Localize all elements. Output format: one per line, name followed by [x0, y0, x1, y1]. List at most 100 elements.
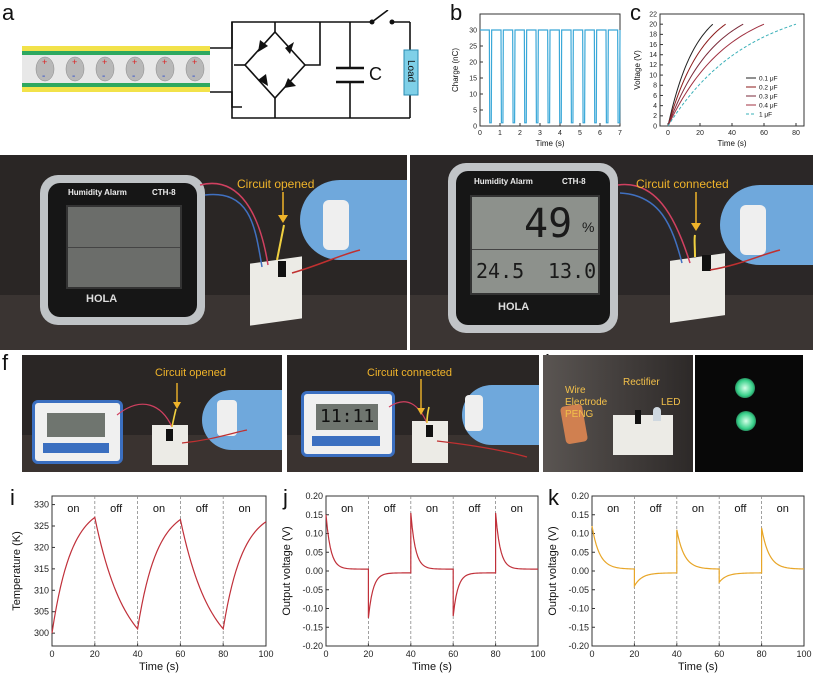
timer-readout: 11:11	[320, 406, 375, 427]
timer-lcd	[47, 413, 105, 437]
x-tick-label: 0	[589, 649, 594, 659]
svg-text:-: -	[102, 71, 105, 82]
y-tick-label: 315	[34, 564, 49, 574]
label-electrode: Electrode	[565, 397, 608, 408]
timer-device	[32, 400, 123, 464]
photo-timer-connected: 11:11 Circuit connected	[287, 355, 539, 472]
x-tick-label: 4	[558, 130, 562, 137]
y-tick-label: 0	[653, 123, 657, 130]
svg-text:-: -	[192, 71, 195, 82]
lcd-dew-point: 13.0	[548, 259, 597, 283]
timer-lcd: 11:11	[316, 404, 378, 430]
x-tick-label: 40	[406, 649, 416, 659]
x-tick-label: 40	[728, 130, 736, 137]
x-tick-label: 60	[448, 649, 458, 659]
y-tick-label: 0.05	[571, 547, 589, 557]
led-glow-top	[735, 378, 755, 398]
phase-label: on	[607, 503, 619, 515]
timer-buttons	[43, 443, 109, 453]
svg-text:+: +	[72, 57, 77, 67]
svg-text:+: +	[162, 57, 167, 67]
y-tick-label: 10	[649, 72, 657, 79]
x-tick-label: 40	[672, 649, 682, 659]
y-tick-label: 20	[469, 59, 477, 66]
timer-buttons	[312, 436, 380, 446]
alarm-device-body: 49 % 24.5 13.0 Humidity Alarm CTH-8 HOLA	[448, 163, 618, 333]
x-tick-label: 0	[666, 130, 670, 137]
x-tick-label: 60	[175, 649, 185, 659]
y-tick-label: -0.15	[302, 622, 323, 632]
svg-text:+: +	[42, 57, 47, 67]
phase-label: on	[426, 503, 438, 515]
chart-output-voltage-k: 0 20 40 60 80 100 -0.20 -0.15 -0.10 -0.05 0.00 0.05…	[547, 491, 812, 673]
svg-text:-: -	[162, 71, 165, 82]
y-tick-label: 0.00	[305, 566, 323, 576]
rectifier-component	[702, 255, 711, 271]
photo-humidity-alarm-connected: 49 % 24.5 13.0 Humidity Alarm CTH-8 HOLA…	[410, 155, 813, 350]
x-tick-label: 7	[618, 130, 622, 137]
y-tick-label: 300	[34, 628, 49, 638]
x-tick-label: 80	[792, 130, 800, 137]
gloved-hand	[720, 185, 813, 265]
y-tick-label: 2	[653, 113, 657, 120]
y-tick-label: 305	[34, 607, 49, 617]
x-axis-label: Time (s)	[678, 661, 718, 673]
peng-device	[217, 400, 237, 436]
y-tick-label: 25	[469, 43, 477, 50]
x-tick-label: 100	[258, 649, 273, 659]
temperature-series-line	[51, 516, 267, 634]
x-tick-label: 100	[530, 649, 545, 659]
plot-frame	[591, 495, 805, 647]
led-glow-bottom	[736, 411, 756, 431]
plot-frame	[51, 495, 267, 647]
x-tick-label: 80	[218, 649, 228, 659]
label-led: LED	[661, 397, 681, 408]
panel-label-i: i	[10, 485, 15, 510]
voltage-series-line	[667, 23, 726, 127]
y-tick-label: 0.00	[571, 566, 589, 576]
legend-label: 0.1 μF	[759, 76, 778, 83]
y-tick-label: 0.10	[571, 529, 589, 539]
alarm-title: Humidity Alarm	[68, 188, 127, 197]
y-tick-label: 15	[469, 75, 477, 82]
photo-timer-open: Circuit opened	[22, 355, 282, 472]
caption-circuit-connected: Circuit connected	[367, 367, 452, 379]
voltage-series-line	[667, 23, 797, 127]
label-peng: PENG	[565, 409, 594, 420]
y-tick-label: 8	[653, 83, 657, 90]
y-axis-label: Voltage (V)	[633, 50, 642, 90]
x-tick-label: 60	[714, 649, 724, 659]
phase-label: on	[692, 503, 704, 515]
legend-label: 0.4 μF	[759, 103, 778, 110]
lcd-temperature: 24.5	[476, 259, 525, 283]
x-tick-label: 20	[629, 649, 639, 659]
x-tick-label: 20	[696, 130, 704, 137]
chart-temperature: 0 20 40 60 80 100 300 305 310 315 320 325 330 Time (s…	[11, 495, 274, 673]
lcd-humidity: 49	[524, 201, 573, 247]
y-tick-label: -0.20	[302, 641, 323, 651]
y-tick-label: 22	[649, 11, 657, 18]
circuit-diagram: + + + + + + - - - - - - Load C	[22, 10, 419, 119]
lcd-humidity-unit: %	[582, 219, 595, 235]
alarm-brand: HOLA	[498, 301, 530, 313]
charge-series-line	[480, 29, 621, 124]
timer-device: 11:11	[301, 391, 395, 457]
x-tick-label: 80	[491, 649, 501, 659]
y-tick-label: 6	[653, 93, 657, 100]
y-tick-label: -0.10	[568, 604, 589, 614]
alarm-brand: HOLA	[86, 293, 118, 305]
rectifier-component	[426, 425, 433, 437]
caption-circuit-connected: Circuit connected	[636, 177, 729, 191]
phase-label: off	[384, 503, 397, 515]
output-voltage-series-line	[591, 525, 805, 589]
caption-circuit-opened: Circuit opened	[237, 177, 315, 191]
y-tick-label: 18	[649, 32, 657, 39]
y-tick-label: -0.15	[568, 622, 589, 632]
load-label: Load	[405, 60, 416, 82]
chart-charge: 0 1 2 3 4 5 6 7 0 5 10 15 20 25 30 Time (s) Charge (nC)	[451, 13, 622, 148]
phase-label: off	[650, 503, 663, 515]
x-tick-label: 0	[49, 649, 54, 659]
y-tick-label: 14	[649, 52, 657, 59]
y-tick-label: 0.20	[305, 491, 323, 501]
y-tick-label: 0.20	[571, 491, 589, 501]
